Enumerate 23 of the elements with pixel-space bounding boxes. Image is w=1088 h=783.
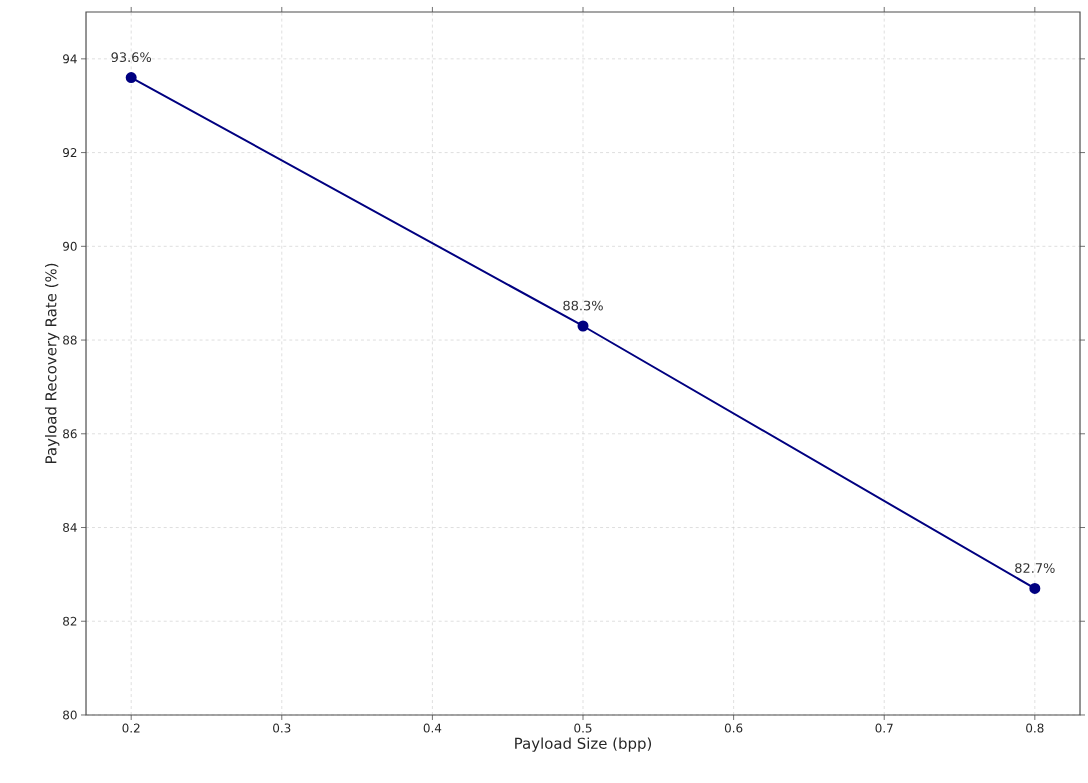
y-tick-label: 90 [63, 241, 77, 251]
point [1029, 582, 1041, 594]
y-axis-title: Payload Recovery Rate (%) [44, 263, 60, 463]
x-tick-label: 0.4 [423, 723, 442, 733]
x-tick-label: 0.5 [574, 723, 592, 733]
y-tick-label: 86 [63, 429, 77, 439]
data-label: 88.3% [563, 300, 603, 311]
y-tick-label: 88 [63, 335, 77, 345]
y-tick-label: 82 [63, 616, 77, 626]
x-tick-label: 0.7 [875, 723, 893, 733]
x-tick-label: 0.2 [122, 723, 140, 733]
y-tick-label: 94 [63, 54, 77, 64]
data-label: 93.6% [111, 52, 152, 63]
x-tick-label: 0.8 [1026, 723, 1044, 733]
y-tick-label: 84 [63, 522, 77, 533]
x-tick-label: 0.3 [273, 723, 291, 733]
point [125, 72, 137, 84]
x-tick-label: 0.6 [724, 723, 743, 733]
y-tick-label: 80 [63, 710, 77, 720]
data-label: 82.7% [1015, 563, 1055, 573]
point [577, 320, 589, 332]
x-axis-title: Payload Size (bpp) [515, 737, 652, 752]
y-tick-label: 92 [63, 148, 77, 158]
